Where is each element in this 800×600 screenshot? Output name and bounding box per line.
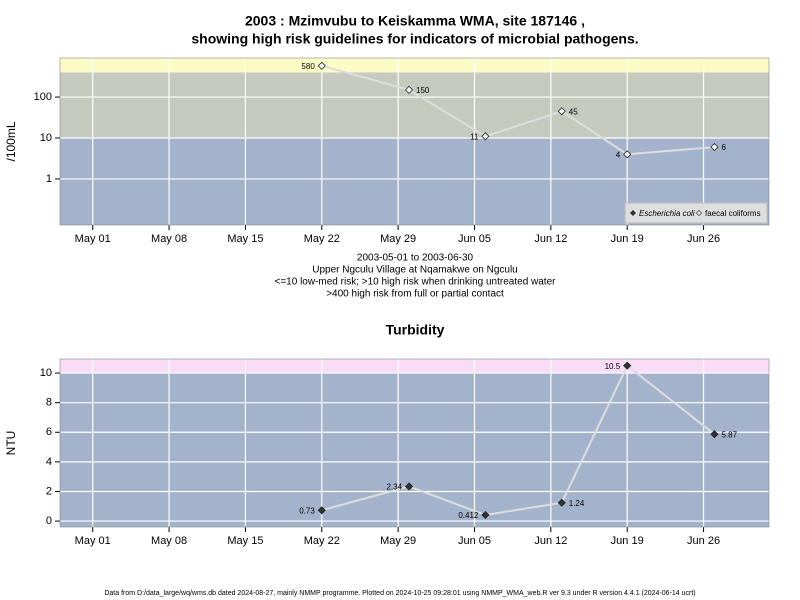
y-tick-label: 2 bbox=[46, 485, 52, 497]
data-line bbox=[321, 64, 715, 156]
data-line bbox=[321, 364, 716, 517]
data-label: 2.34 bbox=[386, 483, 402, 492]
note: >400 high risk from full or partial cont… bbox=[326, 289, 504, 300]
x-tick-label: Jun 19 bbox=[611, 535, 644, 547]
data-point bbox=[557, 107, 566, 116]
x-tick-label: May 15 bbox=[227, 535, 263, 547]
x-tick-label: May 29 bbox=[380, 233, 416, 245]
data-label: 150 bbox=[416, 86, 430, 95]
data-point bbox=[623, 361, 632, 370]
risk-band bbox=[60, 58, 769, 73]
x-tick-label: Jun 05 bbox=[458, 535, 491, 547]
x-tick-label: Jun 19 bbox=[611, 233, 644, 245]
y-tick-label: 1 bbox=[46, 173, 52, 185]
chart-title: 2003 : Mzimvubu to Keiskamma WMA, site 1… bbox=[245, 13, 585, 29]
legend-label: Escherichia coli bbox=[639, 209, 695, 218]
legend-marker bbox=[630, 210, 636, 216]
note: Upper Ngculu Village at Nqamakwe on Ngcu… bbox=[312, 265, 517, 276]
data-point bbox=[481, 510, 490, 520]
x-tick-label: Jun 12 bbox=[534, 233, 567, 245]
data-label: 0.412 bbox=[458, 511, 479, 520]
risk-band bbox=[60, 72, 769, 139]
x-tick-label: Jun 26 bbox=[687, 233, 720, 245]
data-label: 580 bbox=[301, 62, 315, 71]
footer: Data from D:/data_large/wq/wms.db dated … bbox=[104, 590, 695, 597]
x-tick-label: May 22 bbox=[304, 535, 340, 547]
data-point bbox=[481, 132, 490, 141]
note: 2003-05-01 to 2003-06-30 bbox=[357, 253, 474, 264]
note: <=10 low-med risk; >10 high risk when dr… bbox=[275, 277, 557, 288]
chart-title: Turbidity bbox=[386, 322, 445, 338]
plot-frame bbox=[59, 358, 770, 528]
x-tick-label: Jun 12 bbox=[534, 535, 567, 547]
data-point bbox=[557, 498, 566, 507]
data-label: 11 bbox=[470, 132, 479, 141]
x-tick-label: Jun 26 bbox=[687, 535, 720, 547]
data-point bbox=[404, 85, 414, 94]
legend-marker bbox=[696, 210, 702, 216]
data-point bbox=[404, 482, 414, 491]
x-tick-label: Jun 05 bbox=[458, 233, 491, 245]
y-axis-label: /100mL bbox=[4, 121, 18, 161]
y-tick-label: 6 bbox=[46, 426, 52, 438]
x-tick-label: May 29 bbox=[380, 535, 416, 547]
data-point bbox=[317, 506, 326, 515]
plot-frame bbox=[59, 57, 770, 226]
data-label: 1.24 bbox=[569, 499, 585, 508]
y-axis-label: NTU bbox=[4, 431, 18, 456]
y-tick-label: 100 bbox=[34, 91, 52, 103]
data-label: 4 bbox=[616, 150, 621, 159]
x-tick-label: May 01 bbox=[75, 233, 111, 245]
y-tick-label: 10 bbox=[40, 132, 52, 144]
data-point bbox=[710, 430, 719, 439]
data-label: 10.5 bbox=[605, 362, 621, 371]
x-tick-label: May 08 bbox=[151, 535, 187, 547]
legend-label: faecal coliforms bbox=[705, 209, 761, 218]
data-label: 5.87 bbox=[721, 430, 737, 439]
data-point bbox=[317, 61, 326, 70]
chart-title: showing high risk guidelines for indicat… bbox=[191, 31, 638, 47]
risk-band bbox=[60, 359, 769, 374]
data-label: 45 bbox=[569, 107, 578, 116]
y-tick-label: 10 bbox=[40, 367, 52, 379]
risk-band bbox=[60, 373, 769, 527]
y-tick-label: 8 bbox=[46, 397, 52, 409]
y-tick-label: 0 bbox=[46, 515, 52, 527]
data-point bbox=[623, 150, 632, 159]
legend-box bbox=[624, 202, 768, 224]
x-tick-label: May 01 bbox=[75, 535, 111, 547]
x-tick-label: May 08 bbox=[151, 233, 187, 245]
y-tick-label: 4 bbox=[46, 456, 52, 468]
data-point bbox=[710, 143, 719, 152]
x-tick-label: May 22 bbox=[304, 233, 340, 245]
data-label: 6 bbox=[721, 143, 726, 152]
data-label: 0.73 bbox=[299, 506, 315, 515]
x-tick-label: May 15 bbox=[227, 233, 263, 245]
